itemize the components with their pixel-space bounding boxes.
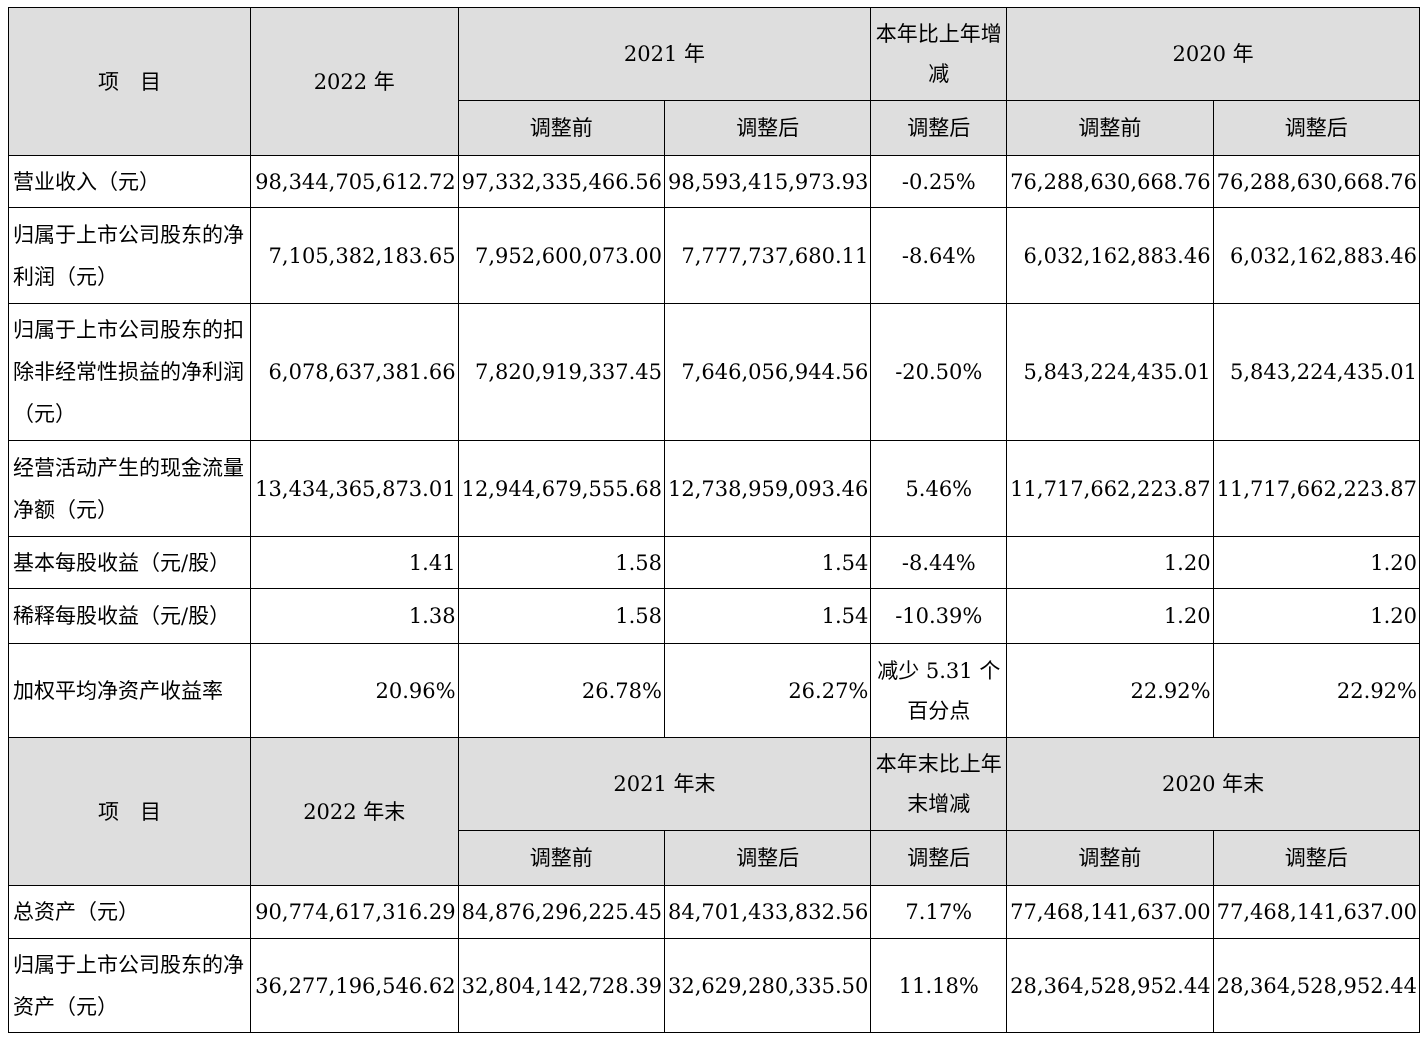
value-2021-before: 7,952,600,073.00 [457, 207, 665, 304]
value-2020-after: 6,032,162,883.46 [1212, 207, 1420, 304]
value-2021-before: 7,820,919,337.45 [457, 303, 665, 441]
value-2020-after: 77,468,141,637.00 [1212, 885, 1420, 939]
header-2021-before: 调整前 [457, 830, 665, 886]
financial-summary-table: 项 目 2022 年 2021 年 本年比上年增减 2020 年 调整前 调整后… [8, 7, 1420, 1033]
value-2020-before: 22.92% [1006, 643, 1214, 738]
table-row: 总资产（元） 90,774,617,316.29 84,876,296,225.… [8, 885, 1420, 939]
value-2021-after: 7,646,056,944.56 [663, 303, 872, 441]
value-2020-before: 1.20 [1006, 536, 1214, 589]
table-row: 营业收入（元） 98,344,705,612.72 97,332,335,466… [8, 155, 1420, 208]
value-2021-before: 1.58 [457, 536, 665, 589]
header-2020-before: 调整前 [1006, 830, 1214, 886]
value-2022: 1.38 [249, 588, 459, 644]
value-change: -8.64% [870, 207, 1008, 304]
value-2020-after: 76,288,630,668.76 [1212, 155, 1420, 208]
value-2020-after: 1.20 [1212, 536, 1420, 589]
value-2021-after: 26.27% [663, 643, 872, 738]
header-change-end: 本年末比上年末增减 [870, 737, 1008, 831]
value-change: -10.39% [870, 588, 1008, 644]
value-change: 5.46% [870, 440, 1008, 537]
row-label: 加权平均净资产收益率 [8, 643, 251, 738]
value-2022: 1.41 [249, 536, 459, 589]
row-label: 经营活动产生的现金流量净额（元） [8, 440, 251, 537]
value-2021-after: 1.54 [663, 588, 872, 644]
table-row: 稀释每股收益（元/股） 1.38 1.58 1.54 -10.39% 1.20 … [8, 588, 1420, 644]
header-row-4: 调整前 调整后 调整后 调整前 调整后 [9, 830, 1420, 886]
header-item: 项 目 [8, 737, 251, 886]
value-2020-after: 5,843,224,435.01 [1212, 303, 1420, 441]
value-2020-before: 77,468,141,637.00 [1006, 885, 1214, 939]
value-2020-after: 11,717,662,223.87 [1212, 440, 1420, 537]
row-label: 归属于上市公司股东的净资产（元） [8, 938, 251, 1033]
header-row-3: 项 目 2022 年末 2021 年末 本年末比上年末增减 2020 年末 [8, 737, 1420, 886]
value-2021-before: 1.58 [457, 588, 665, 644]
value-2021-after: 12,738,959,093.46 [663, 440, 872, 537]
value-2021-before: 12,944,679,555.68 [457, 440, 665, 537]
header-2020: 2020 年 [1006, 7, 1420, 101]
row-label: 归属于上市公司股东的净利润（元） [8, 207, 251, 304]
header-2021-after: 调整后 [663, 100, 872, 156]
table-row: 经营活动产生的现金流量净额（元） 13,434,365,873.01 12,94… [8, 440, 1420, 537]
header-item: 项 目 [8, 7, 251, 156]
header-row-2: 调整前 调整后 调整后 调整前 调整后 [9, 100, 1420, 156]
header-2020-after: 调整后 [1212, 100, 1420, 156]
row-label: 总资产（元） [8, 885, 251, 939]
table-row: 基本每股收益（元/股） 1.41 1.58 1.54 -8.44% 1.20 1… [8, 536, 1420, 589]
value-2020-before: 11,717,662,223.87 [1006, 440, 1214, 537]
header-change-after: 调整后 [870, 100, 1008, 156]
value-2021-after: 1.54 [663, 536, 872, 589]
value-2022: 36,277,196,546.62 [249, 938, 459, 1033]
value-2020-after: 28,364,528,952.44 [1212, 938, 1420, 1033]
value-2020-before: 6,032,162,883.46 [1006, 207, 1214, 304]
value-2021-before: 97,332,335,466.56 [457, 155, 665, 208]
value-2022: 90,774,617,316.29 [249, 885, 459, 939]
header-2021-after: 调整后 [663, 830, 872, 886]
header-2020-end: 2020 年末 [1006, 737, 1420, 831]
value-change: -0.25% [870, 155, 1008, 208]
value-2020-before: 5,843,224,435.01 [1006, 303, 1214, 441]
header-2020-before: 调整前 [1006, 100, 1214, 156]
row-label: 基本每股收益（元/股） [8, 536, 251, 589]
table-row: 加权平均净资产收益率 20.96% 26.78% 26.27% 减少 5.31 … [8, 643, 1420, 738]
value-2022: 13,434,365,873.01 [249, 440, 459, 537]
value-change: 减少 5.31 个百分点 [870, 643, 1008, 738]
value-2020-after: 1.20 [1212, 588, 1420, 644]
table-row: 归属于上市公司股东的扣除非经常性损益的净利润（元） 6,078,637,381.… [8, 303, 1420, 441]
value-change: -20.50% [870, 303, 1008, 441]
value-2021-before: 84,876,296,225.45 [457, 885, 665, 939]
value-2020-after: 22.92% [1212, 643, 1420, 738]
value-2022: 98,344,705,612.72 [249, 155, 459, 208]
header-2021-end: 2021 年末 [457, 737, 872, 831]
header-change: 本年比上年增减 [870, 7, 1008, 101]
value-2022: 6,078,637,381.66 [249, 303, 459, 441]
value-2022: 7,105,382,183.65 [249, 207, 459, 304]
row-label: 稀释每股收益（元/股） [8, 588, 251, 644]
value-2021-before: 32,804,142,728.39 [457, 938, 665, 1033]
value-change: 11.18% [870, 938, 1008, 1033]
value-change: -8.44% [870, 536, 1008, 589]
header-2021: 2021 年 [457, 7, 872, 101]
value-2021-before: 26.78% [457, 643, 665, 738]
value-2020-before: 28,364,528,952.44 [1006, 938, 1214, 1033]
value-2020-before: 76,288,630,668.76 [1006, 155, 1214, 208]
row-label: 归属于上市公司股东的扣除非经常性损益的净利润（元） [8, 303, 251, 441]
row-label: 营业收入（元） [8, 155, 251, 208]
financial-table-container: 项 目 2022 年 2021 年 本年比上年增减 2020 年 调整前 调整后… [8, 7, 1420, 1033]
value-2022: 20.96% [249, 643, 459, 738]
header-2022: 2022 年 [249, 7, 459, 156]
value-change: 7.17% [870, 885, 1008, 939]
header-2021-before: 调整前 [457, 100, 665, 156]
value-2021-after: 32,629,280,335.50 [663, 938, 872, 1033]
header-2022-end: 2022 年末 [249, 737, 459, 886]
value-2021-after: 98,593,415,973.93 [663, 155, 872, 208]
table-row: 归属于上市公司股东的净资产（元） 36,277,196,546.62 32,80… [8, 938, 1420, 1033]
value-2021-after: 7,777,737,680.11 [663, 207, 872, 304]
value-2021-after: 84,701,433,832.56 [663, 885, 872, 939]
value-2020-before: 1.20 [1006, 588, 1214, 644]
header-2020-after: 调整后 [1212, 830, 1420, 886]
header-row-1: 项 目 2022 年 2021 年 本年比上年增减 2020 年 [8, 7, 1420, 156]
table-row: 归属于上市公司股东的净利润（元） 7,105,382,183.65 7,952,… [8, 207, 1420, 304]
header-change-after: 调整后 [870, 830, 1008, 886]
